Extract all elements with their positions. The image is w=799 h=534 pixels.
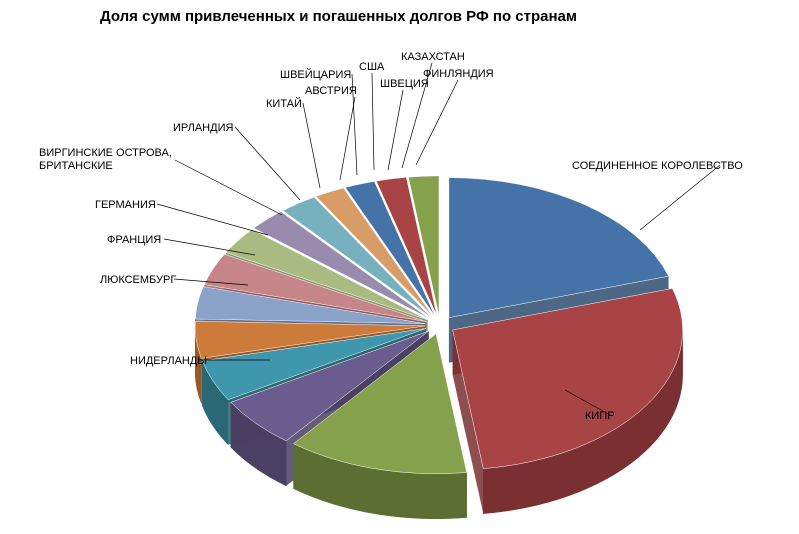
leader-line (372, 73, 374, 170)
leader-line (388, 90, 403, 170)
leader-line (640, 165, 720, 230)
slice-label: ШВЕЦИЯ (380, 78, 429, 91)
chart-title: Доля сумм привлеченных и погашенных долг… (100, 8, 577, 25)
slice-label: СОЕДИНЕННОЕ КОРОЛЕВСТВО (572, 160, 743, 173)
slice-label: КИТАЙ (266, 98, 302, 111)
slice-label: ГЕРМАНИЯ (95, 199, 156, 212)
leader-line (303, 103, 320, 188)
slice-label: ФРАНЦИЯ (107, 234, 161, 247)
slice-label: ИРЛАНДИЯ (173, 122, 233, 135)
slice-label: КИПР (585, 410, 615, 423)
leader-line (235, 127, 300, 200)
slice-label: ЛЮКСЕМБУРГ (100, 274, 176, 287)
slice-label: ФИНЛЯНДИЯ (423, 68, 494, 81)
leader-line (175, 160, 282, 215)
slice-label: США (359, 61, 384, 74)
slice-label: АВСТРИЯ (305, 85, 357, 98)
slice-label: НИДЕРЛАНДЫ (130, 355, 207, 368)
slice-label: ВИРГИНСКИЕ ОСТРОВА,БРИТАНСКИЕ (39, 147, 172, 173)
leader-line (416, 80, 458, 165)
slice-label: КАЗАХСТАН (401, 51, 465, 64)
slice-label: ШВЕЙЦАРИЯ (280, 69, 351, 82)
leader-line (157, 204, 268, 235)
leader-line (340, 97, 355, 180)
pie-chart: СОЕДИНЕННОЕ КОРОЛЕВСТВО КИПР НИДЕРЛАНДЫ ЛЮК… (0, 30, 799, 530)
